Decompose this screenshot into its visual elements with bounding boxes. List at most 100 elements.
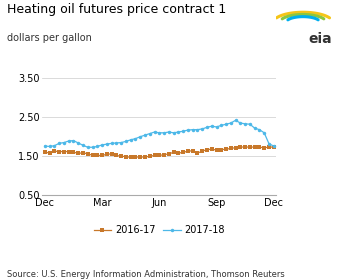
2017-18: [148, 132, 152, 135]
2016-17: [224, 148, 228, 151]
2016-17: [105, 153, 109, 156]
2016-17: [252, 146, 257, 149]
2016-17: [148, 155, 152, 158]
2016-17: [200, 150, 204, 153]
2016-17: [234, 146, 238, 149]
2016-17: [190, 149, 195, 152]
2016-17: [262, 146, 266, 149]
2017-18: [267, 142, 271, 145]
2017-18: [229, 121, 233, 125]
2017-18: [181, 129, 185, 133]
Legend: 2016-17, 2017-18: 2016-17, 2017-18: [90, 221, 229, 239]
2017-18: [76, 141, 80, 145]
2016-17: [219, 148, 223, 151]
2017-18: [57, 142, 61, 145]
2017-18: [81, 144, 85, 147]
2016-17: [76, 151, 80, 155]
2017-18: [95, 145, 99, 148]
2017-18: [100, 143, 104, 146]
2016-17: [215, 148, 219, 152]
2017-18: [210, 124, 214, 128]
2017-18: [90, 146, 95, 149]
2016-17: [95, 154, 99, 157]
2016-17: [162, 153, 166, 156]
Line: 2017-18: 2017-18: [43, 119, 275, 149]
2016-17: [157, 154, 161, 157]
2016-17: [81, 151, 85, 155]
2017-18: [143, 133, 147, 137]
2017-18: [43, 145, 47, 148]
2016-17: [171, 151, 176, 154]
2017-18: [200, 127, 204, 131]
2016-17: [72, 151, 76, 154]
2016-17: [205, 148, 209, 151]
2017-18: [133, 137, 138, 140]
2017-18: [238, 121, 242, 125]
2016-17: [186, 150, 190, 153]
2017-18: [262, 131, 266, 134]
2017-18: [105, 143, 109, 146]
2017-18: [124, 140, 128, 143]
2017-18: [272, 145, 276, 148]
2017-18: [52, 144, 57, 147]
2016-17: [47, 151, 52, 155]
2016-17: [129, 156, 133, 159]
2016-17: [210, 148, 214, 151]
2017-18: [234, 119, 238, 122]
2017-18: [47, 145, 52, 148]
Text: dollars per gallon: dollars per gallon: [7, 33, 92, 44]
2016-17: [119, 155, 123, 158]
2016-17: [243, 146, 247, 149]
2017-18: [67, 139, 71, 143]
2017-18: [167, 130, 171, 134]
2016-17: [86, 152, 90, 155]
Text: Heating oil futures price contract 1: Heating oil futures price contract 1: [7, 3, 226, 16]
2016-17: [229, 147, 233, 150]
2017-18: [138, 135, 142, 138]
2017-18: [205, 126, 209, 129]
2017-18: [248, 122, 252, 126]
2017-18: [162, 131, 166, 134]
2017-18: [224, 122, 228, 126]
2016-17: [143, 155, 147, 159]
2017-18: [195, 128, 200, 131]
2016-17: [181, 151, 185, 154]
2017-18: [72, 139, 76, 142]
2017-18: [243, 122, 247, 126]
2016-17: [248, 145, 252, 148]
2016-17: [43, 150, 47, 154]
2016-17: [167, 152, 171, 156]
2016-17: [238, 145, 242, 148]
2017-18: [129, 138, 133, 141]
2016-17: [257, 146, 262, 149]
2017-18: [190, 128, 195, 131]
Text: eia: eia: [308, 32, 332, 46]
2017-18: [215, 125, 219, 129]
2016-17: [195, 151, 200, 155]
2016-17: [124, 155, 128, 158]
2016-17: [57, 150, 61, 153]
2016-17: [100, 154, 104, 157]
2017-18: [157, 131, 161, 134]
2016-17: [133, 155, 138, 159]
2017-18: [62, 141, 66, 144]
2016-17: [52, 150, 57, 153]
2016-17: [114, 154, 119, 157]
Text: Source: U.S. Energy Information Administration, Thomson Reuters: Source: U.S. Energy Information Administ…: [7, 270, 285, 279]
2017-18: [86, 146, 90, 149]
2017-18: [153, 130, 157, 134]
2017-18: [114, 141, 119, 145]
2016-17: [267, 146, 271, 149]
2017-18: [257, 128, 262, 131]
2016-17: [138, 155, 142, 159]
2016-17: [62, 150, 66, 153]
2017-18: [186, 128, 190, 132]
2017-18: [171, 131, 176, 134]
2016-17: [67, 150, 71, 153]
2017-18: [252, 126, 257, 130]
2016-17: [109, 152, 114, 156]
2017-18: [119, 141, 123, 144]
Line: 2016-17: 2016-17: [43, 145, 275, 159]
2017-18: [176, 130, 181, 134]
2016-17: [176, 151, 181, 155]
